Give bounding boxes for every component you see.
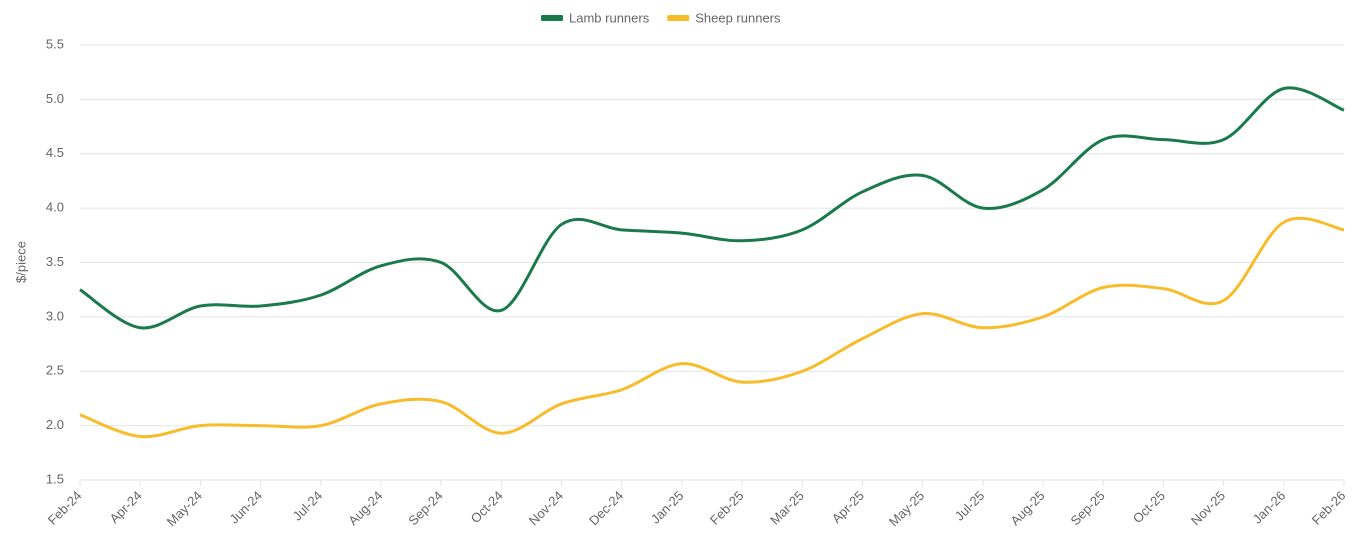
y-tick-label: 2.5 [46,363,64,378]
x-tick-label: May-24 [164,488,205,529]
x-tick-label: Dec-24 [586,488,626,528]
line-series [79,216,1345,439]
x-tick-label: Feb-26 [1309,488,1349,528]
x-tick-label: Mar-25 [767,488,807,528]
x-tick-label: Nov-25 [1188,488,1228,528]
y-tick-label: 3.0 [46,308,64,323]
x-tick-label: Oct-25 [1130,488,1168,526]
y-tick-label: 5.0 [46,91,64,106]
y-tick-label: 1.5 [46,471,64,486]
legend-label: Sheep runners [695,10,781,25]
y-tick-label: 2.0 [46,417,64,432]
x-tick-label: Nov-24 [526,488,566,528]
legend-label: Lamb runners [569,10,650,25]
x-tick-label: Apr-25 [829,488,867,526]
x-tick-label: Sep-25 [1068,488,1108,528]
x-tick-label: Oct-24 [468,488,506,526]
x-tick-label: Jan-25 [648,488,687,527]
legend-swatch [541,15,563,21]
x-tick-label: May-25 [886,488,927,529]
x-tick-label: Jan-26 [1250,488,1289,527]
x-tick-label: Aug-24 [345,488,385,528]
legend-swatch [667,15,690,21]
x-tick-label: Sep-24 [405,488,445,528]
y-tick-label: 4.0 [46,200,64,215]
y-tick-label: 3.5 [46,254,64,269]
x-tick-label: Jul-24 [290,488,326,524]
x-tick-label: Apr-24 [107,488,145,526]
y-tick-label: 4.5 [46,145,64,160]
x-tick-label: Feb-24 [45,488,85,528]
y-axis-label: $/piece [13,241,28,283]
x-tick-label: Feb-25 [707,488,747,528]
line-series [79,86,1345,330]
y-tick-label: 5.5 [46,36,64,51]
x-tick-label: Jun-24 [226,488,265,527]
x-tick-label: Aug-25 [1007,488,1047,528]
x-tick-label: Jul-25 [952,488,988,524]
